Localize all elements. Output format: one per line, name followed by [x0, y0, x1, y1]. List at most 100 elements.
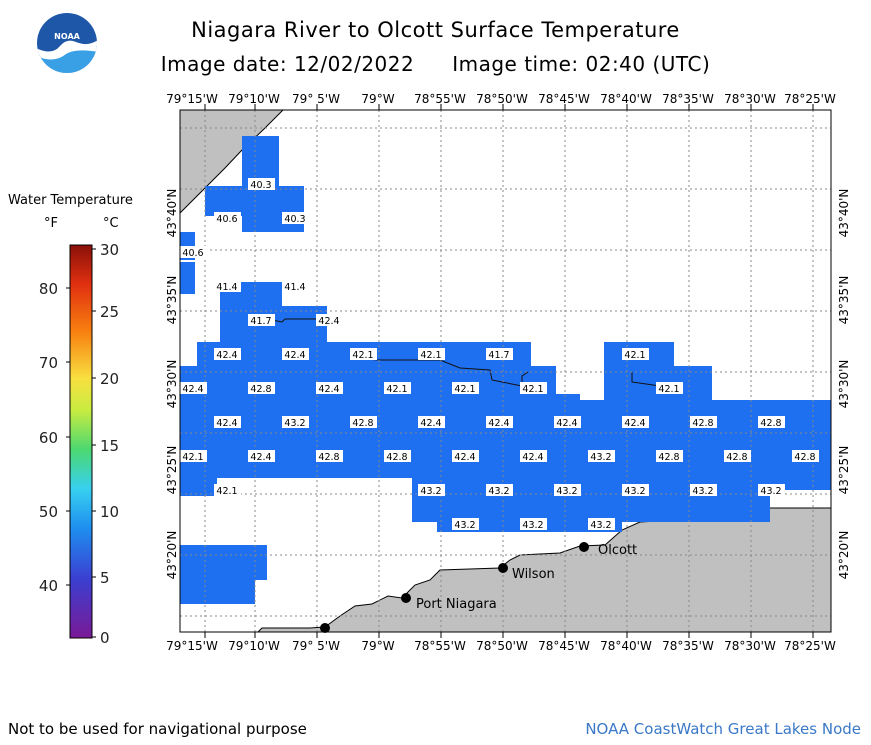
temp-label: 42.8 [758, 416, 785, 429]
temp-label: 42.4 [214, 348, 241, 361]
x-axis-top: 79°15'W 79°10'W 79° 5'W 79°W 78°55'W 78°… [166, 92, 836, 106]
place-label-wilson: Wilson [512, 567, 555, 582]
frame-ticks [204, 104, 814, 638]
x-tick-label: 78°40'W [600, 92, 652, 106]
map-frame [179, 109, 832, 633]
map-title: Niagara River to Olcott Surface Temperat… [191, 18, 680, 42]
temp-label-text: 42.1 [454, 384, 475, 395]
temp-label-text: 40.3 [250, 180, 271, 191]
temp-label: 42.4 [452, 450, 479, 463]
y-tick-label: 43°40'N [165, 189, 179, 238]
temp-label: 42.8 [350, 416, 377, 429]
temp-label-text: 42.8 [658, 452, 679, 463]
temp-label: 43.2 [622, 484, 649, 497]
temp-label-text: 42.4 [556, 418, 577, 429]
legend-c-tick: 0 [100, 629, 110, 647]
place-label-olcott: Olcott [598, 543, 637, 558]
x-tick-label: 78°30'W [724, 92, 776, 106]
temp-label-text: 42.1 [420, 350, 441, 361]
temp-label-text: 43.2 [488, 486, 509, 497]
temp-label-text: 43.2 [590, 520, 611, 531]
x-tick-label: 78°55'W [414, 92, 466, 106]
temp-label: 42.1 [384, 382, 411, 395]
temp-label: 42.4 [316, 382, 343, 395]
x-tick-label: 79° 5'W [292, 92, 340, 106]
temp-label-text: 40.6 [216, 214, 237, 225]
temp-label: 42.4 [248, 450, 275, 463]
temp-label: 43.2 [418, 484, 445, 497]
place-dot [401, 593, 411, 603]
temp-label-text: 42.4 [284, 350, 305, 361]
y-tick-label: 43°35'N [165, 276, 179, 325]
temp-label: 40.3 [282, 212, 309, 225]
temp-label-text: 42.8 [760, 418, 781, 429]
temp-label: 42.4 [622, 416, 649, 429]
temp-label-text: 42.4 [318, 316, 339, 327]
temp-label: 42.4 [214, 416, 241, 429]
temp-label-text: 42.1 [658, 384, 679, 395]
y-tick-label: 43°25'N [165, 446, 179, 495]
temp-label-text: 42.1 [216, 486, 237, 497]
temp-label: 41.7 [486, 348, 513, 361]
temp-label-text: 42.4 [318, 384, 339, 395]
temp-label-text: 42.8 [726, 452, 747, 463]
temp-label: 41.7 [248, 314, 275, 327]
temp-label-text: 42.1 [352, 350, 373, 361]
y-tick-label: 43°30'N [837, 360, 851, 409]
temp-label: 42.4 [486, 416, 513, 429]
place-label-port-niagara: Port Niagara [416, 597, 497, 612]
temp-label: 42.8 [248, 382, 275, 395]
y-tick-label: 43°40'N [837, 189, 851, 238]
x-tick-label: 78°35'W [662, 92, 714, 106]
colorbar [69, 244, 93, 639]
x-tick-label: 78°50'W [476, 92, 528, 106]
temp-label: 42.1 [520, 382, 547, 395]
y-tick-label: 43°35'N [837, 276, 851, 325]
legend-c-tick: 5 [100, 569, 110, 587]
temp-label: 42.4 [316, 314, 343, 327]
temp-label-text: 42.8 [318, 452, 339, 463]
temp-label-text: 43.2 [454, 520, 475, 531]
temp-label: 43.2 [554, 484, 581, 497]
temp-label-text: 42.1 [522, 384, 543, 395]
x-tick-label: 78°30'W [724, 639, 776, 653]
temp-label: 41.4 [214, 280, 241, 293]
legend-c-tick: 10 [100, 503, 120, 521]
temp-label-text: 42.8 [794, 452, 815, 463]
temp-label: 42.1 [418, 348, 445, 361]
image-datetime: Image date: 12/02/2022 Image time: 02:40 … [0, 52, 871, 76]
legend-f-tick: 80 [38, 280, 58, 298]
temp-label-text: 41.4 [216, 282, 237, 293]
x-tick-label: 78°25'W [784, 92, 836, 106]
lat-lon-grid [180, 110, 831, 632]
x-tick-label: 78°45'W [538, 92, 590, 106]
temp-label-text: 43.2 [284, 418, 305, 429]
temp-label: 42.1 [622, 348, 649, 361]
temp-label: 42.4 [520, 450, 547, 463]
legend-unit-c: °C [103, 216, 119, 231]
x-tick-label: 79°W [361, 92, 394, 106]
temp-label-text: 42.1 [624, 350, 645, 361]
temp-label-text: 42.1 [386, 384, 407, 395]
y-axis-left: 43°40'N 43°35'N 43°30'N 43°25'N 43°20'N [165, 189, 179, 580]
temp-label: 42.8 [724, 450, 751, 463]
logo-text: NOAA [54, 32, 80, 41]
legend-c-tick: 15 [100, 437, 120, 455]
temp-label: 40.6 [214, 212, 241, 225]
temp-label: 42.1 [452, 382, 479, 395]
temp-label-text: 43.2 [692, 486, 713, 497]
temp-label-text: 42.4 [250, 452, 271, 463]
temp-label: 43.2 [520, 518, 547, 531]
legend-f-tick: 50 [38, 503, 58, 521]
y-axis-right: 43°40'N 43°35'N 43°30'N 43°25'N 43°20'N [837, 189, 851, 580]
temp-label: 43.2 [758, 484, 785, 497]
temp-label: 40.3 [248, 178, 275, 191]
temp-label-text: 42.8 [250, 384, 271, 395]
legend-f-tick: 60 [38, 429, 58, 447]
x-axis-bottom: 79°15'W 79°10'W 79° 5'W 79°W 78°55'W 78°… [166, 639, 836, 653]
place-dot [320, 623, 330, 633]
temp-label-text: 41.4 [284, 282, 305, 293]
x-tick-label: 79°W [361, 639, 394, 653]
temp-label-text: 43.2 [556, 486, 577, 497]
temp-label: 42.1 [180, 450, 207, 463]
